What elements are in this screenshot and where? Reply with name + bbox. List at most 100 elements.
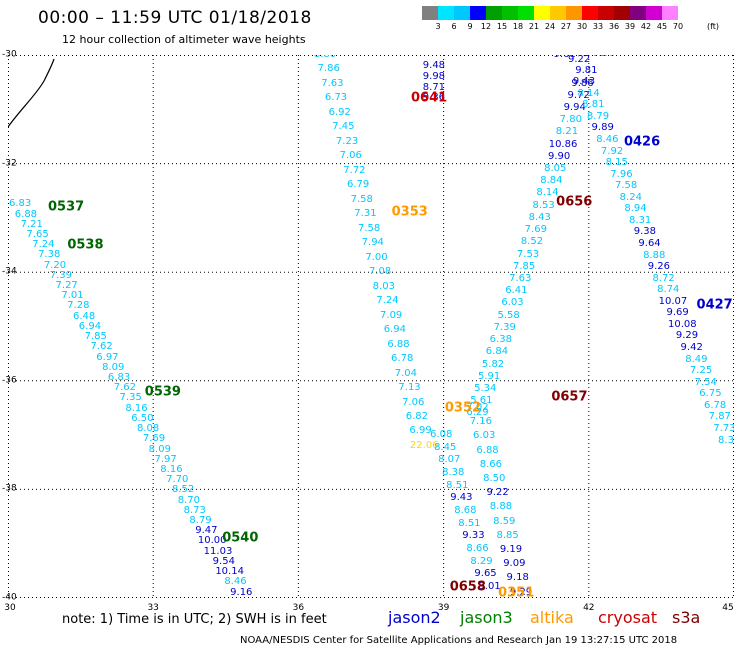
legend-label: 30	[576, 22, 588, 31]
wave-height-point: 6.78	[703, 399, 727, 411]
wave-height-point: 9.98	[422, 70, 446, 82]
wave-height-point: 6.03	[501, 297, 524, 309]
legend-swatch	[422, 6, 438, 20]
wave-height-point: 22.06	[409, 439, 439, 451]
wave-height-point: 8.43	[528, 211, 551, 223]
wave-height-point: 8.94	[624, 203, 647, 215]
wave-height-point: 8.52	[171, 484, 195, 496]
wave-height-point: 9.16	[230, 586, 253, 598]
wave-height-point: 9.61	[553, 55, 575, 60]
wave-height-point: 10.14	[215, 566, 244, 578]
wave-height-point: 6.88	[476, 444, 499, 456]
wave-height-point: 8.79	[189, 515, 212, 527]
wave-height-point: 6.38	[489, 334, 512, 346]
y-tick-label: -40	[2, 592, 17, 603]
wave-height-point: 9.36	[422, 92, 446, 104]
wave-height-point: 8.03	[372, 280, 395, 292]
x-tick-label: 30	[4, 603, 16, 613]
wave-height-point: 8.14	[536, 187, 559, 199]
wave-height-point: 10.86	[548, 138, 578, 150]
wave-height-point: 7.23	[335, 135, 359, 147]
pass-time-label: 0538	[67, 237, 104, 253]
wave-height-point: 8.31	[718, 434, 734, 446]
wave-height-point: 9.29	[509, 586, 533, 598]
wave-height-point: 6.92	[328, 106, 351, 118]
legend-label: 3	[435, 22, 441, 31]
wave-height-point: 8.46	[224, 576, 247, 588]
wave-height-point: 8.51	[446, 479, 469, 491]
legend-label: 24	[544, 22, 556, 31]
wave-height-point: 8.24	[619, 191, 642, 203]
legend-label: 39	[624, 22, 636, 31]
wave-height-point: 8.73	[183, 504, 206, 516]
wave-height-point: 6.48	[72, 310, 96, 322]
legend-label: 12	[480, 22, 492, 31]
pass-time-label: 0655	[595, 55, 631, 57]
wave-height-point: 8.46	[596, 133, 619, 145]
pass-time-label: 0656	[556, 194, 593, 210]
legend-swatch	[486, 6, 502, 20]
wave-height-point: 9.22	[567, 55, 591, 66]
wave-height-point: 6.82	[405, 411, 429, 422]
satellite-name-jason2: jason2	[388, 608, 441, 627]
pass-time-label: 0657	[551, 389, 588, 405]
wave-height-point: 8.71	[422, 81, 446, 93]
wave-height-point: 9.43	[572, 76, 596, 88]
wave-height-point: 9.26	[647, 261, 671, 273]
wave-height-point: 8.81	[582, 99, 605, 111]
wave-height-point: 7.01	[61, 290, 84, 302]
wave-height-point: 9.89	[591, 122, 614, 134]
satellite-name-s3a: s3a	[672, 608, 701, 627]
legend-swatch	[454, 6, 470, 20]
wave-height-point: 7.04	[394, 367, 417, 379]
wave-height-point: 7.94	[361, 237, 384, 249]
satellite-name-cryosat: cryosat	[598, 608, 658, 627]
pass-time-label: 0427	[696, 297, 733, 313]
wave-height-point: 9.01	[478, 581, 501, 593]
wave-height-point: 8.15	[605, 157, 628, 169]
wave-height-point: 8.16	[160, 463, 183, 475]
legend-label: 42	[640, 22, 652, 31]
legend-swatch	[614, 6, 630, 20]
wave-height-point: 8.68	[454, 505, 477, 517]
wave-height-point: 7.24	[376, 295, 399, 307]
wave-height-point: 7.24	[32, 239, 55, 251]
wave-height-point: 8.84	[540, 175, 563, 187]
wave-height-point: 7.08	[369, 266, 392, 278]
x-tick-label: 36	[292, 603, 305, 613]
legend-label: 21	[528, 22, 540, 31]
wave-height-point: 7.58	[614, 180, 638, 192]
legend-swatch	[534, 6, 550, 20]
wave-height-point: 8.79	[586, 110, 610, 122]
wave-height-point: 7.69	[142, 433, 166, 445]
wave-height-point: 8.72	[652, 272, 675, 284]
wave-height-point: 8.51	[458, 517, 481, 529]
wave-height-point: 7.21	[20, 218, 43, 230]
wave-height-point: 7.53	[516, 248, 540, 260]
wave-height-point: 9.64	[638, 237, 661, 249]
wave-height-point: 6.79	[346, 179, 370, 191]
wave-height-point: 8.74	[657, 284, 680, 296]
wave-height-point: 8.07	[438, 454, 461, 466]
wave-height-point: 9.54	[212, 555, 235, 567]
wave-height-point: 7.13	[398, 382, 421, 394]
wave-height-point: 6.29	[466, 407, 489, 419]
legend-swatch	[662, 6, 678, 20]
y-tick-label: -36	[2, 375, 17, 386]
wave-height-point: 6.97	[96, 351, 119, 363]
wave-height-point: 7.85	[513, 260, 536, 272]
y-tick-label: -38	[2, 483, 17, 494]
wave-height-point: 8.85	[496, 529, 519, 541]
wave-height-point: 7.73	[713, 422, 734, 434]
wave-height-point: 8.88	[643, 249, 666, 261]
legend-swatch	[518, 6, 534, 20]
wave-height-point: 8.05	[544, 163, 567, 175]
pass-time-label: 0352	[444, 400, 482, 416]
wave-height-point: 7.85	[84, 331, 107, 343]
wave-height-point: 6.88	[387, 338, 410, 350]
wave-height-point: 8.53	[532, 199, 555, 211]
wave-height-point: 8.59	[493, 515, 516, 527]
wave-height-point: 7.27	[55, 280, 78, 292]
wave-height-point: 5.61	[470, 395, 493, 407]
legend-label: 9	[467, 22, 473, 31]
